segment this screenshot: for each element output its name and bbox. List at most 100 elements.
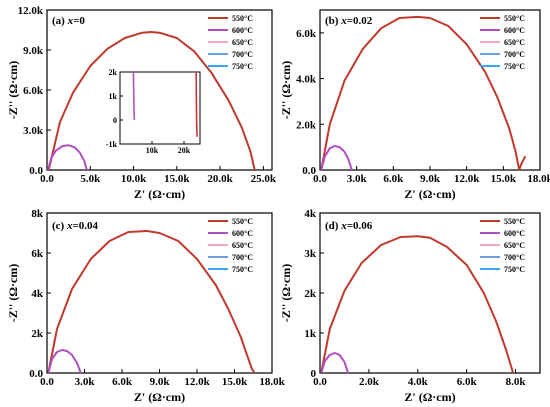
series-0-line: [47, 31, 256, 170]
inset-y-tick-label: -1k: [106, 140, 118, 149]
x-tick-label: 0.0: [313, 173, 327, 185]
legend-label: 650°C: [504, 241, 525, 250]
inset-x-tick-label: 10k: [146, 146, 159, 155]
panel-letter: (a): [52, 15, 68, 27]
x-tick-label: 5.0k: [80, 173, 101, 185]
legend-label: 600°C: [232, 26, 253, 35]
y-tick-label: 3k: [304, 248, 317, 260]
y-tick-label: 8k: [31, 208, 44, 220]
legend-label: 550°C: [504, 217, 525, 226]
panel-1: 0.0 3.0k 6.0k 9.0k 12.0k 15.0k 18.0k 0.0 2.0k 4.0…: [279, 9, 550, 201]
x-tick-label: 8.0k: [506, 376, 527, 388]
inset-y-tick-label: 0: [113, 116, 117, 125]
x-tick-label: 9.0k: [420, 173, 441, 185]
series-1-line: [320, 352, 350, 373]
x-tick-label: 3.0k: [75, 376, 96, 388]
y-tick-label: 2k: [304, 288, 317, 300]
series-0-line: [320, 235, 515, 373]
y-axis-label: -Z'' (Ω·cm): [6, 264, 20, 323]
x-tick-label: 0.0: [313, 376, 327, 388]
panel-label: (a) x=0: [52, 15, 85, 27]
x-tick-label: 15.0k: [222, 376, 248, 388]
y-axis-label: -Z'' (Ω·cm): [279, 264, 293, 323]
legend-label: 700°C: [232, 253, 253, 262]
legend-label: 550°C: [232, 217, 253, 226]
y-tick-label: 6.0k: [296, 28, 317, 40]
legend-label: 700°C: [232, 50, 253, 59]
legend-label: 650°C: [232, 38, 253, 47]
inset-series-1-line: [195, 72, 198, 137]
x-tick-label: 0.0: [40, 173, 54, 185]
x-axis-label: Z' (Ω·cm): [404, 390, 455, 404]
panel-label: (d) x=0.06: [325, 220, 373, 232]
y-tick-label: 2k: [31, 328, 44, 340]
x-tick-label: 0.0: [40, 376, 54, 388]
y-tick-label: 6k: [31, 248, 44, 260]
x-tick-label: 4.0k: [408, 376, 429, 388]
x-tick-label: 9.0k: [150, 376, 171, 388]
y-axis-label: -Z'' (Ω·cm): [279, 61, 293, 120]
series-1-line: [47, 349, 82, 373]
legend-label: 750°C: [504, 265, 525, 274]
series-1-line: [47, 144, 88, 170]
x-tick-label: 12.0k: [184, 376, 210, 388]
panel-0: 0.0 5.0k 10.0k 15.0k 20.0k 25.0k 0.0 3.0k 6.0k 9.…: [6, 5, 277, 201]
series-0-line: [47, 230, 256, 373]
y-tick-label: 0.0: [29, 368, 43, 380]
panel-label: (b) x=0.02: [325, 15, 373, 27]
x-axis-label: Z' (Ω·cm): [134, 187, 185, 201]
legend-label: 600°C: [232, 229, 253, 238]
inset-y-tick-label: 1k: [109, 92, 118, 101]
x-tick-label: 18.0k: [527, 173, 550, 185]
inset: 10k 20k -1k 0 1k 2k: [106, 68, 201, 155]
y-tick-label: 12.0k: [18, 5, 44, 17]
y-tick-label: 0.0: [302, 165, 316, 177]
legend-label: 750°C: [504, 62, 525, 71]
x-tick-label: 18.0k: [259, 376, 285, 388]
x-tick-label: 6.0k: [383, 173, 404, 185]
series-0-line: [320, 15, 527, 170]
inset-y-tick-label: 2k: [109, 68, 118, 77]
y-tick-label: 0.0: [29, 165, 43, 177]
legend-label: 750°C: [232, 62, 253, 71]
y-tick-label: 1k: [304, 328, 317, 340]
panel-value: =0.06: [347, 220, 373, 232]
legend-label: 600°C: [504, 26, 525, 35]
x-tick-label: 6.0k: [112, 376, 133, 388]
inset-x-tick-label: 20k: [178, 146, 191, 155]
legend-label: 550°C: [504, 14, 525, 23]
y-tick-label: 6.0k: [23, 85, 44, 97]
x-axis-label: Z' (Ω·cm): [134, 390, 185, 404]
legend-label: 700°C: [504, 50, 525, 59]
panel-letter: (d): [325, 220, 341, 232]
x-tick-label: 20.0k: [207, 173, 233, 185]
panel-variable: x: [67, 15, 74, 27]
x-tick-label: 15.0k: [164, 173, 190, 185]
y-axis-label: -Z'' (Ω·cm): [6, 61, 20, 120]
inset-frame: [119, 71, 201, 145]
panel-variable: x: [340, 220, 347, 232]
y-tick-label: 4.0k: [296, 74, 317, 86]
y-tick-label: 0: [311, 368, 317, 380]
panel-value: =0.02: [347, 15, 373, 27]
panel-3: 0.0 2.0k 4.0k 6.0k 8.0k 0 1k 2k 3k 4k Z' (Ω·cm) -Z'…: [279, 208, 541, 404]
y-tick-label: 9.0k: [23, 45, 44, 57]
x-tick-label: 10.0k: [121, 173, 147, 185]
x-tick-label: 3.0k: [347, 173, 368, 185]
y-tick-label: 4k: [31, 288, 44, 300]
panel-value: =0.04: [72, 220, 98, 232]
x-tick-label: 15.0k: [491, 173, 517, 185]
panel-variable: x: [340, 15, 347, 27]
panel-letter: (c): [52, 220, 67, 232]
inset-series-0-line: [132, 72, 136, 121]
panel-value: =0: [73, 15, 85, 27]
legend-label: 650°C: [504, 38, 525, 47]
x-tick-label: 2.0k: [359, 376, 380, 388]
legend-label: 600°C: [504, 229, 525, 238]
panel-variable: x: [66, 220, 73, 232]
y-tick-label: 2.0k: [296, 119, 317, 131]
panel-label: (c) x=0.04: [52, 220, 98, 232]
legend-label: 750°C: [232, 265, 253, 274]
panel-2: 0.0 3.0k 6.0k 9.0k 12.0k 15.0k 18.0k 0.0 2k 4k 6k 8…: [6, 208, 286, 404]
panel-letter: (b): [325, 15, 341, 27]
